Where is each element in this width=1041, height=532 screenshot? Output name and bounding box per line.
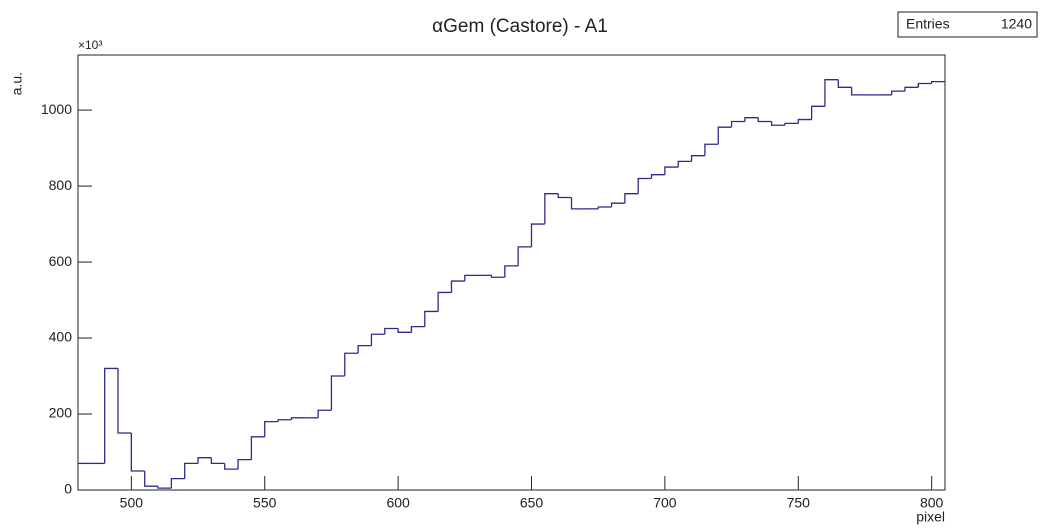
histogram-bin: [757, 117, 772, 123]
histogram-bin: [784, 122, 799, 126]
histogram-bin: [184, 462, 199, 479]
y-tick-label: 200: [49, 405, 73, 421]
histogram-bin: [570, 197, 585, 210]
x-tick-label: 800: [920, 495, 944, 511]
histogram-bin: [624, 193, 639, 204]
histogram-bin: [464, 274, 479, 282]
plot-frame: [77, 54, 946, 491]
y-exponent: ×10³: [78, 38, 102, 52]
x-axis-label: pixel: [916, 509, 945, 525]
histogram-bin: [664, 166, 679, 175]
histogram-bin: [677, 160, 692, 168]
histogram-bin: [370, 333, 385, 346]
y-tick-label: 600: [49, 253, 73, 269]
histogram-bin: [170, 477, 185, 489]
histogram-bin: [931, 80, 945, 84]
x-tick-label: 600: [386, 495, 410, 511]
histogram-bin: [890, 90, 905, 95]
histogram-bin: [690, 155, 705, 162]
histogram-bin: [597, 206, 612, 209]
y-tick-label: 800: [49, 177, 73, 193]
histogram-bin: [250, 436, 265, 460]
histogram-bin: [810, 105, 825, 120]
histogram-bin: [157, 486, 172, 489]
histogram-bin: [357, 344, 372, 354]
histogram-bin: [517, 246, 532, 266]
histogram-bin: [224, 463, 239, 470]
stats-value: 1240: [1001, 16, 1032, 32]
histogram-bin: [437, 291, 452, 312]
histogram-bin: [264, 420, 279, 437]
chart-title: αGem (Castore) - A1: [432, 16, 608, 37]
histogram-bin: [770, 121, 785, 126]
histogram-bin: [104, 367, 119, 464]
histogram-bin: [744, 117, 759, 122]
histogram-bin: [850, 87, 865, 96]
x-tick-label: 750: [787, 495, 811, 511]
stats-label: Entries: [906, 16, 950, 32]
y-axis-label: a.u.: [9, 72, 25, 95]
x-tick-label: 700: [653, 495, 677, 511]
x-tick-label: 500: [120, 495, 144, 511]
histogram-bin: [384, 327, 399, 335]
histogram-bin: [704, 143, 719, 156]
histogram-bin: [904, 86, 919, 92]
histogram-bin: [610, 202, 625, 207]
histogram-bin: [530, 223, 545, 247]
histogram-bin: [504, 265, 519, 278]
y-tick-label: 0: [64, 481, 72, 497]
histogram-bin: [717, 126, 732, 145]
histogram-bin: [117, 368, 132, 434]
y-tick-label: 1000: [41, 101, 72, 117]
histogram-bin: [544, 193, 559, 225]
histogram-bin: [210, 457, 225, 465]
histogram-bin: [797, 118, 812, 124]
histogram-bin: [317, 409, 332, 418]
histogram-bin: [410, 325, 425, 333]
histogram-bin: [824, 79, 839, 107]
histogram-bin: [330, 375, 345, 411]
x-tick-label: 550: [253, 495, 277, 511]
histogram-bin: [424, 310, 439, 327]
histogram-bin: [197, 457, 212, 464]
histogram-bin: [730, 120, 745, 128]
histogram-bin: [237, 458, 252, 470]
histogram-bin: [450, 280, 465, 293]
histogram-bin: [144, 471, 159, 487]
x-tick-label: 650: [520, 495, 544, 511]
histogram-bin: [917, 82, 932, 88]
histogram-bin: [650, 174, 665, 179]
histogram-bin: [290, 417, 305, 420]
histogram-bin: [277, 419, 292, 422]
y-tick-label: 400: [49, 329, 73, 345]
histogram-bin: [557, 193, 572, 199]
histogram-bin: [344, 352, 359, 377]
histogram-bin: [397, 328, 412, 333]
histogram-bin: [637, 177, 652, 194]
histogram-bin: [130, 433, 145, 472]
stats-box: [897, 11, 1038, 38]
histogram-bin: [837, 79, 852, 88]
histogram-bin: [490, 275, 505, 278]
